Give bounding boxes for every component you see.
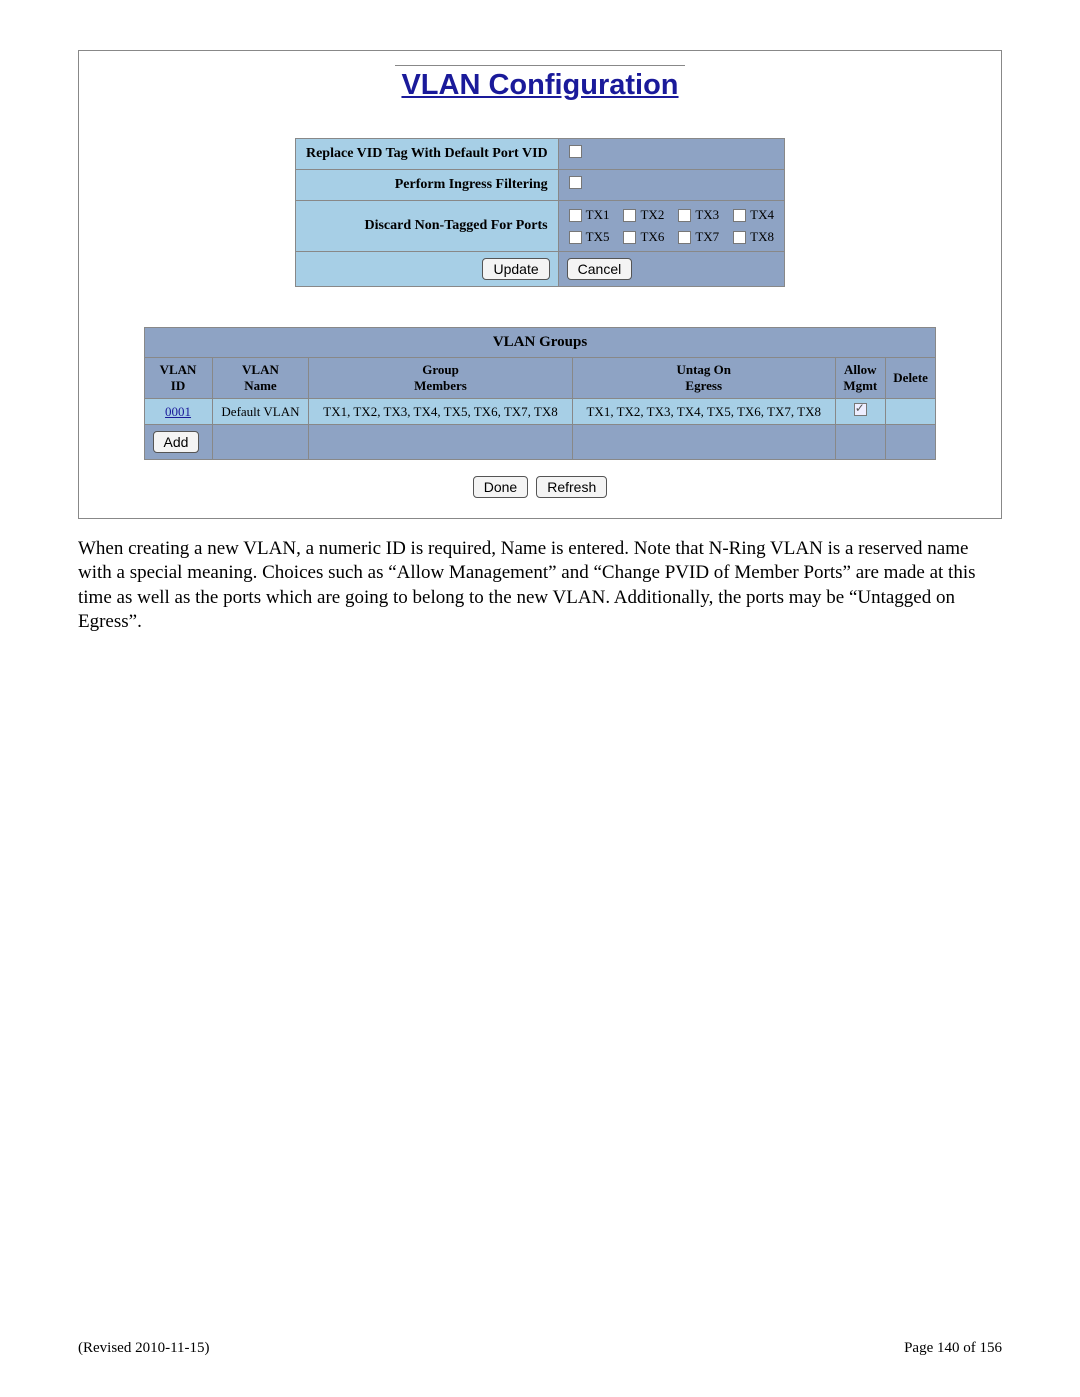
discard-ports-cell: TX1 TX2 TX3 TX4 TX5 TX6 TX7 TX8 — [558, 201, 784, 252]
empty-cell — [309, 425, 572, 460]
port-label: TX5 — [586, 229, 610, 245]
header-allow-mgmt: AllowMgmt — [835, 358, 885, 399]
port-checkbox-tx2[interactable] — [623, 209, 636, 222]
vlan-groups-table: VLAN Groups VLANID VLANName GroupMembers… — [144, 327, 937, 460]
cancel-button[interactable]: Cancel — [567, 258, 633, 280]
empty-cell — [212, 425, 309, 460]
empty-cell — [572, 425, 835, 460]
port-label: TX8 — [750, 229, 774, 245]
add-cell: Add — [144, 425, 212, 460]
port-tx6: TX6 — [623, 229, 664, 245]
replace-vid-cell — [558, 139, 784, 170]
update-cell: Update — [295, 252, 558, 287]
port-checkbox-tx6[interactable] — [623, 231, 636, 244]
port-label: TX2 — [640, 207, 664, 223]
update-button[interactable]: Update — [482, 258, 549, 280]
header-untag: Untag OnEgress — [572, 358, 835, 399]
document-page: VLAN Configuration Replace VID Tag With … — [0, 0, 1080, 1397]
empty-cell — [835, 425, 885, 460]
cancel-cell: Cancel — [558, 252, 784, 287]
discard-label: Discard Non-Tagged For Ports — [295, 201, 558, 252]
empty-cell — [885, 425, 936, 460]
members-cell: TX1, TX2, TX3, TX4, TX5, TX6, TX7, TX8 — [309, 399, 572, 425]
delete-cell — [885, 399, 936, 425]
header-members: GroupMembers — [309, 358, 572, 399]
port-checkbox-tx7[interactable] — [678, 231, 691, 244]
vlan-id-link[interactable]: 0001 — [165, 404, 191, 419]
groups-title: VLAN Groups — [144, 328, 936, 358]
done-button[interactable]: Done — [473, 476, 528, 498]
table-row: 0001Default VLANTX1, TX2, TX3, TX4, TX5,… — [144, 399, 936, 425]
port-tx5: TX5 — [569, 229, 610, 245]
port-checkbox-tx1[interactable] — [569, 209, 582, 222]
port-label: TX4 — [750, 207, 774, 223]
replace-vid-label: Replace VID Tag With Default Port VID — [295, 139, 558, 170]
port-checkbox-tx8[interactable] — [733, 231, 746, 244]
config-panel: VLAN Configuration Replace VID Tag With … — [78, 50, 1002, 519]
port-checkbox-tx4[interactable] — [733, 209, 746, 222]
panel-title: VLAN Configuration — [395, 65, 684, 102]
port-checkbox-tx5[interactable] — [569, 231, 582, 244]
port-tx2: TX2 — [623, 207, 664, 223]
ingress-label: Perform Ingress Filtering — [295, 170, 558, 201]
vlan-id-cell: 0001 — [144, 399, 212, 425]
untag-cell: TX1, TX2, TX3, TX4, TX5, TX6, TX7, TX8 — [572, 399, 835, 425]
allow-mgmt-checkbox[interactable] — [854, 403, 867, 416]
config-table: Replace VID Tag With Default Port VID Pe… — [295, 138, 785, 287]
vlan-name-cell: Default VLAN — [212, 399, 309, 425]
port-tx3: TX3 — [678, 207, 719, 223]
ingress-checkbox[interactable] — [569, 176, 582, 189]
port-label: TX1 — [586, 207, 610, 223]
allow-mgmt-cell — [835, 399, 885, 425]
replace-vid-checkbox[interactable] — [569, 145, 582, 158]
header-vlan-name: VLANName — [212, 358, 309, 399]
footer-revised: (Revised 2010-11-15) — [78, 1340, 210, 1357]
header-delete: Delete — [885, 358, 936, 399]
footer-page: Page 140 of 156 — [904, 1340, 1002, 1357]
body-paragraph: When creating a new VLAN, a numeric ID i… — [78, 537, 1002, 634]
port-label: TX3 — [695, 207, 719, 223]
port-tx4: TX4 — [733, 207, 774, 223]
port-checkbox-tx3[interactable] — [678, 209, 691, 222]
port-tx1: TX1 — [569, 207, 610, 223]
port-label: TX6 — [640, 229, 664, 245]
add-button[interactable]: Add — [153, 431, 200, 453]
port-tx7: TX7 — [678, 229, 719, 245]
port-tx8: TX8 — [733, 229, 774, 245]
header-vlan-id: VLANID — [144, 358, 212, 399]
ingress-cell — [558, 170, 784, 201]
bottom-buttons: Done Refresh — [79, 476, 1001, 498]
page-footer: (Revised 2010-11-15) Page 140 of 156 — [78, 1340, 1002, 1357]
port-label: TX7 — [695, 229, 719, 245]
refresh-button[interactable]: Refresh — [536, 476, 607, 498]
